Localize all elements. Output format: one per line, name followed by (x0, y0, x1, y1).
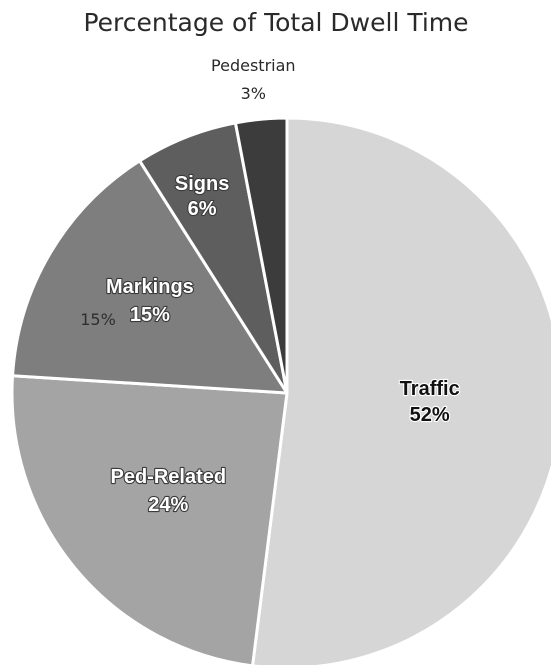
slice-value-traffic: 52% (410, 404, 450, 426)
chart-title: Percentage of Total Dwell Time (83, 8, 468, 37)
slice-label-markings: Markings (106, 276, 194, 298)
pie-slice-traffic (251, 116, 551, 665)
slice-label-ped-related: Ped-Related (111, 466, 227, 488)
slice-value-ped-related: 24% (148, 494, 188, 516)
slice-value-signs: 6% (188, 198, 217, 220)
pie-slice-ped-related (10, 374, 289, 665)
slice-label-pedestrian: Pedestrian (211, 56, 296, 75)
slices-layer (10, 116, 551, 665)
ghost-value-label: 15% (80, 310, 116, 329)
labels-layer: 15% Traffic 52% Ped-Related 24% Markings 15% Si… (80, 56, 461, 517)
pie-slice-pedestrian (233, 116, 289, 395)
slice-label-signs: Signs (175, 173, 229, 195)
slice-value-markings: 15% (130, 304, 170, 326)
slice-value-pedestrian: 3% (241, 84, 266, 103)
slice-label-traffic: Traffic (400, 378, 460, 400)
pie-slice-markings (11, 159, 289, 395)
